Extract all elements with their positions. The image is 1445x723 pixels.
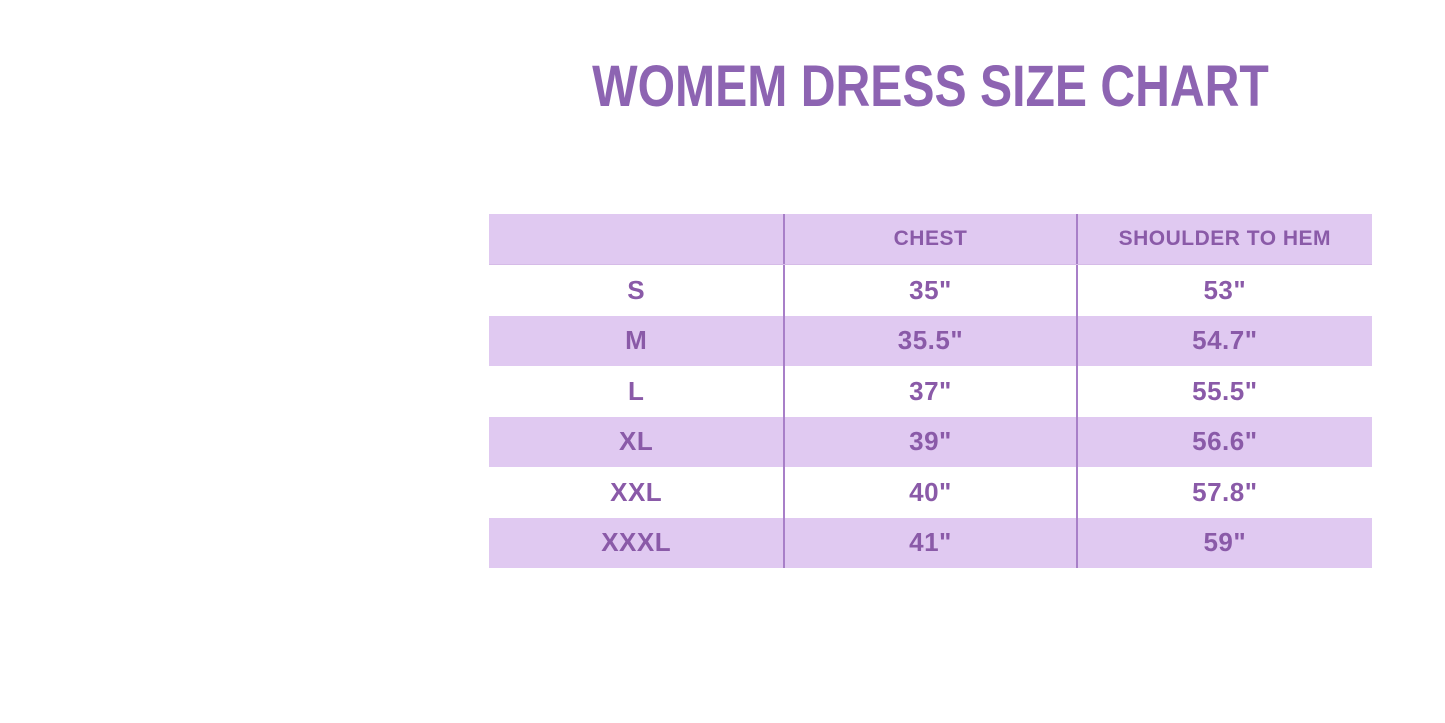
table-row: S 35" 53" [489,265,1372,316]
chest-value: 35.5" [783,315,1078,366]
header-cell-shoulder-to-hem: SHOULDER TO HEM [1118,227,1332,250]
table-row: M 35.5" 54.7" [489,315,1372,366]
size-label: XL [619,426,654,457]
shoulder-to-hem-value: 55.5" [1192,375,1258,406]
shoulder-to-hem-value: 56.6" [1192,426,1258,457]
chest-value: 39" [783,416,1078,467]
shoulder-to-hem-value: 59" [1203,527,1247,558]
size-label: M [625,325,648,356]
table-row: XXL 40" 57.8" [489,467,1372,518]
table-row: XL 39" 56.6" [489,416,1372,467]
size-label: XXXL [601,527,672,558]
table-header-row: CHEST SHOULDER TO HEM [489,214,1372,265]
size-label: XXL [610,476,663,507]
shoulder-to-hem-value: 54.7" [1192,325,1258,356]
table-row: L 37" 55.5" [489,366,1372,417]
chest-value: 37" [783,366,1078,417]
size-label: L [627,375,645,406]
chest-value: 41" [783,517,1078,568]
header-cell-size [489,214,783,264]
shoulder-to-hem-value: 57.8" [1192,476,1258,507]
table-row: XXXL 41" 59" [489,517,1372,568]
size-label: S [627,274,646,305]
shoulder-to-hem-value: 53" [1203,274,1247,305]
header-cell-chest: CHEST [783,214,1078,264]
page-title: WOMEM DRESS SIZE CHART [592,54,1269,119]
chest-value: 35" [783,265,1078,316]
chest-value: 40" [783,467,1078,518]
size-chart-table: CHEST SHOULDER TO HEM S 35" 53" M 35.5" … [489,214,1372,568]
